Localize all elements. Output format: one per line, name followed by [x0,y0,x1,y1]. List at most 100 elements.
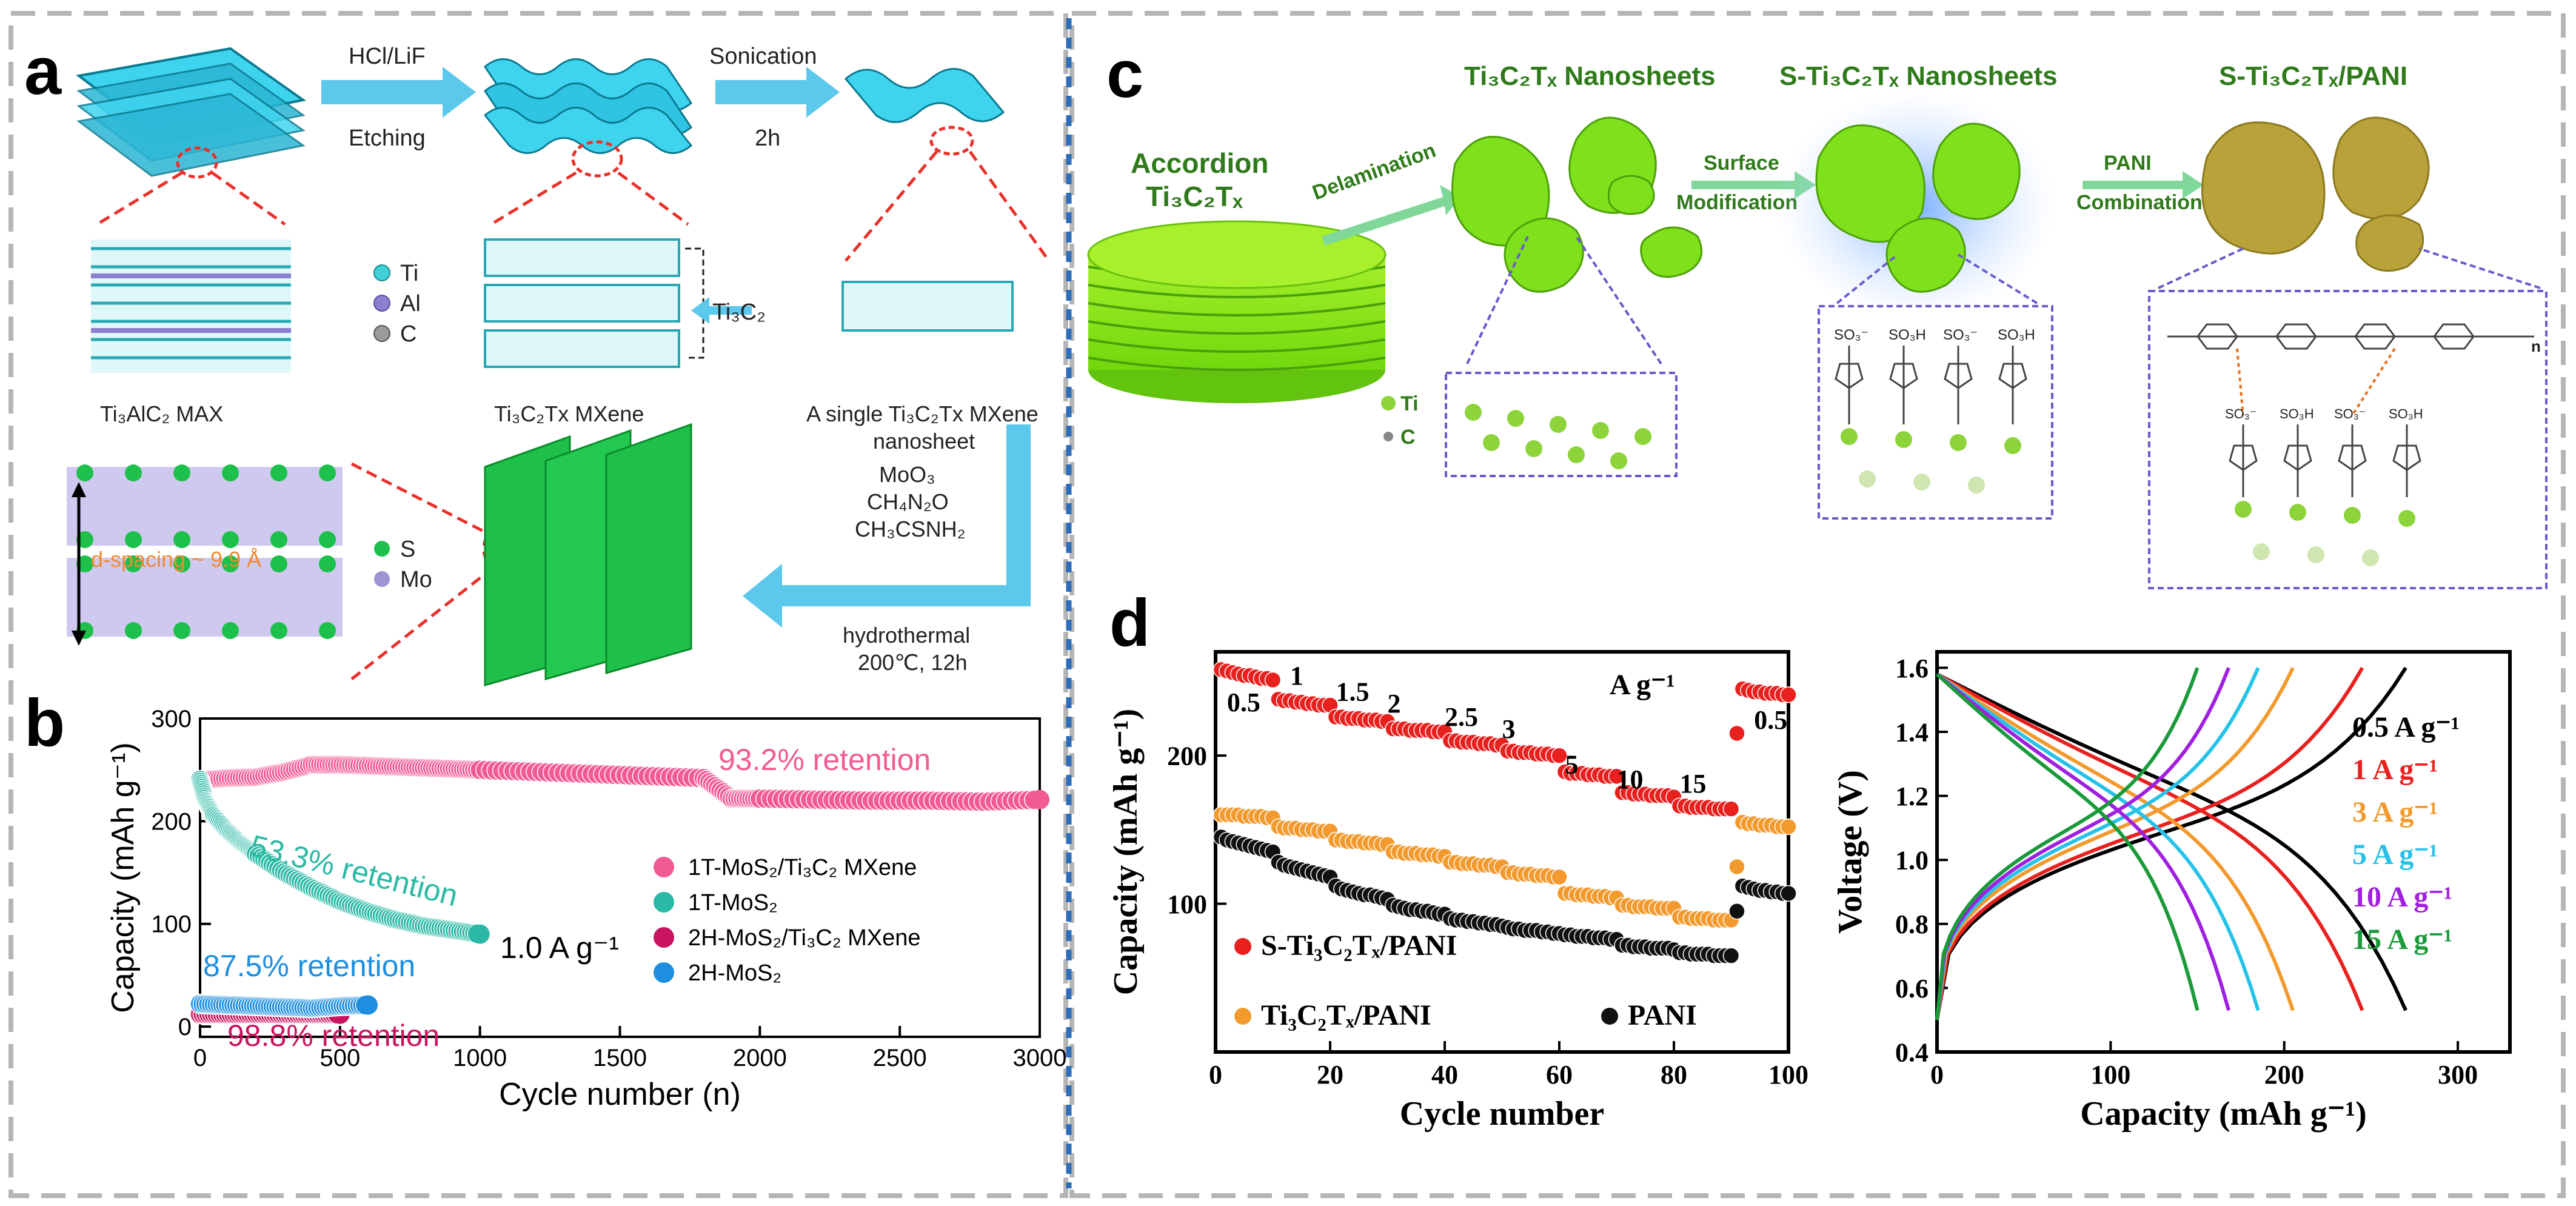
legend-label: PANI [1628,999,1697,1031]
nanosheets-title: Ti₃C₂Tₓ Nanosheets [1464,61,1716,91]
y-tick-label: 200 [1167,742,1207,771]
legend-label: S-Ti₃C₂Tₓ/PANI [1261,930,1457,962]
single-nanosheet-illustration [844,68,1005,156]
legend-label: 3 A g⁻¹ [2352,796,2438,828]
discharge-curve [1936,672,2295,1011]
svg-text:Al: Al [400,291,421,317]
x-tick-label: 0 [1930,1060,1944,1090]
svg-text:CH₄N₂O: CH₄N₂O [867,489,949,514]
panel-a: a HCl/LiF Etching Sonication 2h [24,34,1051,686]
x-tick-label: 100 [1768,1060,1808,1090]
current-density-label: 1.0 A g⁻¹ [500,931,619,965]
x-tick-label: 200 [2264,1060,2304,1090]
x-tick-label: 1000 [453,1045,507,1071]
charge-curve [1935,666,2364,1020]
discharge-curve [1936,672,2407,1011]
legend-label: 2H-MoS₂ [688,960,781,986]
data-point [1722,800,1740,817]
accordion-formula: Ti₃C₂Tₓ [1146,181,1243,212]
charge-curve [1935,667,2295,1020]
y-axis-label: Capacity (mAh g⁻¹) [105,742,141,1013]
legend-label: 5 A g⁻¹ [2352,839,2438,871]
retention-annotation: 87.5% retention [203,949,415,983]
plot-frame [1935,650,2512,1054]
legend-marker [1234,1008,1251,1025]
svg-text:MoO₃: MoO₃ [879,462,935,487]
legend-label: 1T-MoS₂ [688,890,778,916]
sonication-label: Sonication [709,44,817,69]
s-nanosheets-title: S-Ti₃C₂Tₓ Nanosheets [1779,61,2058,91]
charge-curve [1935,667,2260,1020]
svg-text:hydrothermal: hydrothermal [843,623,970,648]
y-axis-label: Voltage (V) [1832,770,1869,934]
discharge-curve [1936,672,2364,1011]
delamination-arrow [1322,185,1461,246]
etching-reagent-label: HCl/LiF [349,44,426,69]
atom-legend-a1: Ti Al C [373,261,421,347]
rate-series-2 [1213,828,1797,964]
data-point [1030,789,1049,809]
frame-right [1069,11,2566,1198]
rate-label: 2.5 [1445,702,1478,732]
mxene-multilayer-illustration [483,58,693,178]
svg-text:Ti: Ti [1400,392,1419,415]
plot-frame [1214,650,1790,1054]
svg-text:SO₃H: SO₃H [2389,406,2423,421]
ti3c2-label: Ti₃C₂ [712,300,766,325]
rate-label: 0.5 [1227,688,1260,717]
svg-text:SO₃H: SO₃H [1998,327,2035,343]
y-tick-label: 0.4 [1895,1037,1929,1067]
x-tick-label: 80 [1661,1060,1687,1090]
legend-marker [654,962,674,983]
accordion-stack: Accordion Ti₃C₂Tₓ [1087,147,1387,403]
series-3 [190,994,378,1019]
svg-text:SO₃⁻: SO₃⁻ [1943,327,1978,343]
y-tick-label: 0.6 [1895,974,1929,1003]
data-point [1722,947,1740,964]
mos2-mxene-nanosheets [484,423,692,686]
surface-label: Surface [1704,152,1779,175]
max-crystal-structure [91,240,291,373]
rate-label: 3 [1502,714,1516,744]
legend-label: 1 A g⁻¹ [2352,754,2438,786]
single-nanosheet-label-2: nanosheet [873,429,975,454]
x-tick-label: 3000 [1013,1045,1067,1071]
x-axis-label: Cycle number (n) [499,1077,741,1112]
x-tick-label: 1500 [593,1045,647,1071]
atom-legend-a2: S Mo [374,537,432,592]
etching-arrow: HCl/LiF Etching [321,44,476,151]
y-tick-label: 0 [178,1014,192,1040]
rate-chart: 0 20 40 60 80 100 100 200 Cycle number Capacity (… [1107,650,1808,1133]
mxene-crystal-structure [484,238,704,368]
y-tick-label: 0.8 [1895,910,1929,939]
svg-text:SO₃⁻: SO₃⁻ [2225,406,2257,421]
d-spacing-label: d-spacing ~ 9.9 Å [91,547,261,572]
x-tick-label: 60 [1546,1060,1573,1090]
mxene-label: Ti₃C₂Tx MXene [494,401,644,426]
pani-combination-arrow [2083,171,2204,199]
panel-d-letter: d [1109,586,1150,660]
frame-left [8,11,1068,1198]
legend-label: 2H-MoS₂/Ti₃C₂ MXene [688,925,921,951]
discharge-curve [1936,672,2230,1011]
data-point [1264,671,1282,689]
rate-series-0 [1213,661,1797,817]
data-point [1728,903,1745,920]
gcd-chart: 0 100 200 300 0.4 0.6 0.8 1.0 1.2 1.4 1.6 Capacity … [1832,650,2512,1133]
data-point [1551,747,1568,764]
discharge-curve [1935,672,2200,1011]
y-tick-label: 1.2 [1895,782,1929,811]
legend-label: Ti₃C₂Tₓ/PANI [1261,999,1431,1031]
legend-marker [654,857,674,877]
svg-text:SO₃H: SO₃H [1889,327,1926,343]
svg-text:n: n [2531,337,2541,355]
y-tick-label: 300 [151,706,192,732]
y-tick-label: 1.4 [1895,717,1929,747]
rate-label: 2 [1388,689,1401,719]
panel-c-letter: c [1106,37,1143,112]
legend-label: 0.5 A g⁻¹ [2352,711,2460,743]
rate-label: 5 [1565,749,1578,779]
legend-label: 1T-MoS₂/Ti₃C₂ MXene [688,855,917,880]
